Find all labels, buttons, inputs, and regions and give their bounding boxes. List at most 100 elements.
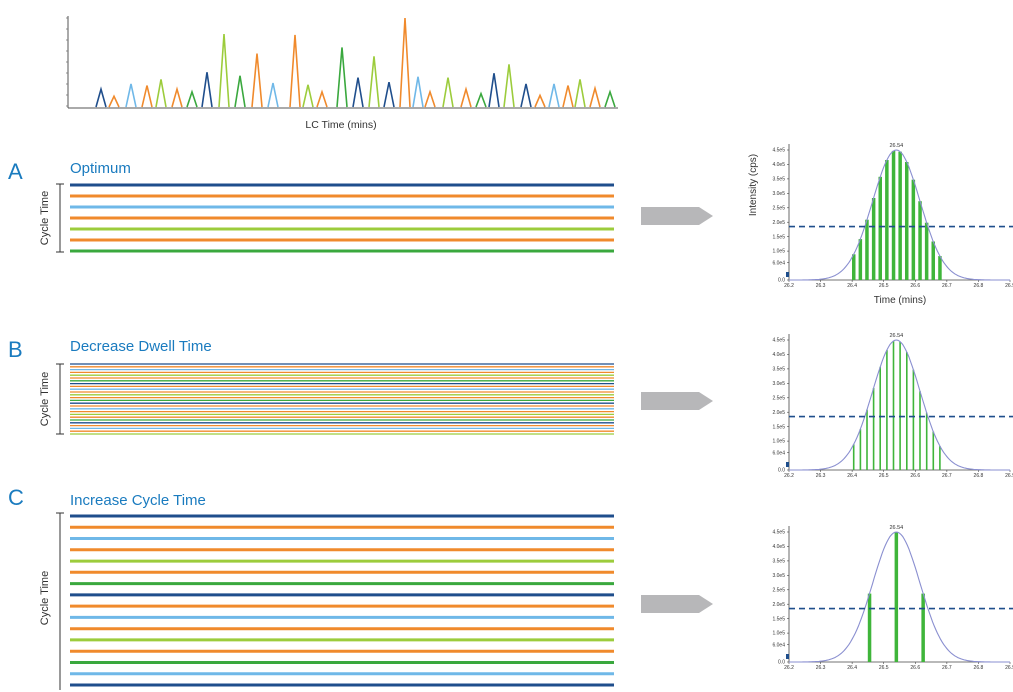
sample-bar: [879, 366, 881, 470]
peak-y-tick-label: 3.5e5: [772, 558, 785, 564]
peak-y-tick-label: 2.5e5: [772, 395, 785, 401]
peak-curve: [789, 149, 1010, 281]
chromatogram-peak: [302, 84, 314, 108]
sample-bar: [886, 350, 888, 470]
peak-y-tick-label: 3.5e5: [772, 366, 785, 372]
sample-bar: [938, 256, 942, 280]
sample-bar: [858, 239, 863, 280]
sample-bar: [866, 409, 868, 470]
peak-y-tick-label: 3.0e5: [772, 381, 785, 387]
chromatogram-peak: [125, 83, 137, 108]
sample-bar: [918, 201, 922, 280]
section-a-title: Optimum: [70, 160, 131, 177]
cycle-time-bracket: [56, 183, 64, 253]
sample-bar: [912, 369, 915, 470]
peak-x-tick-label: 26.8: [974, 283, 984, 289]
peak-y-tick-label: 6.0e4: [772, 642, 785, 648]
peak-x-tick-label: 26.4: [847, 283, 857, 289]
chromatogram-peak: [218, 33, 230, 108]
peak-x-tick-label: 26.9: [1005, 665, 1013, 671]
chromatogram-peak: [171, 86, 183, 108]
peak-x-tick-label: 26.7: [942, 665, 952, 671]
peak-x-tick-label: 26.3: [816, 283, 826, 289]
peak-y-tick-label: 2.5e5: [772, 205, 785, 211]
peak-y-tick-label: 0.0: [778, 278, 785, 284]
sample-bar: [892, 340, 895, 470]
chromatogram-peak: [574, 79, 586, 108]
peak-y-tick-label: 6.0e4: [772, 260, 785, 266]
peak-y-tick-label: 4.0e5: [772, 162, 785, 168]
sample-bar: [885, 160, 889, 280]
peak-y-tick-label: 2.0e5: [772, 410, 785, 416]
peak-x-tick-label: 26.2: [784, 473, 794, 479]
peak-y-tick-label: 4.5e5: [772, 530, 785, 536]
peak-x-tick-label: 26.8: [974, 473, 984, 479]
chromatogram-peak: [442, 77, 454, 108]
chromatogram-peak: [251, 53, 263, 108]
chromatogram-peak: [520, 83, 532, 108]
peak-x-tick-label: 26.4: [847, 473, 857, 479]
section-b-letter: B: [8, 337, 23, 362]
chromatogram-peak: [412, 76, 424, 108]
origin-marker: [786, 654, 789, 659]
peak-y-tick-label: 1.5e5: [772, 616, 785, 622]
peak-y-tick-label: 0.0: [778, 468, 785, 474]
sample-bar: [905, 162, 909, 280]
cycle-time-bracket: [56, 363, 64, 435]
sample-bar: [925, 412, 928, 470]
peak-y-tick-label: 2.0e5: [772, 602, 785, 608]
peak-x-tick-label: 26.7: [942, 283, 952, 289]
chromatogram-peak: [108, 94, 120, 108]
chromatogram-peak: [589, 85, 601, 108]
sample-bar: [899, 341, 901, 470]
chromatogram-peak: [155, 79, 167, 108]
chromatogram-x-label: LC Time (mins): [305, 119, 376, 131]
peak-x-tick-label: 26.5: [879, 283, 889, 289]
sample-bar: [852, 444, 855, 470]
cycle-time-label: Cycle Time: [39, 191, 51, 245]
chromatogram-peak: [234, 75, 246, 108]
apex-label: 26.54: [889, 333, 903, 339]
chromatogram-peak: [548, 83, 560, 108]
section-a-letter: A: [8, 159, 23, 184]
peak-curve: [789, 339, 1010, 471]
peak-y-tick-label: 1.5e5: [772, 424, 785, 430]
peak-y-axis-label: Intensity (cps): [748, 154, 759, 216]
apex-label: 26.54: [889, 143, 903, 149]
chromatogram-peak: [399, 17, 411, 108]
peak-x-tick-label: 26.9: [1005, 473, 1013, 479]
chromatogram-peak: [503, 64, 515, 108]
peak-y-tick-label: 4.5e5: [772, 338, 785, 344]
peak-x-tick-label: 26.4: [847, 665, 857, 671]
lc-chromatogram: LC Time (mins): [66, 16, 618, 131]
peak-x-tick-label: 26.7: [942, 473, 952, 479]
peak-y-tick-label: 0.0: [778, 660, 785, 666]
chromatogram-peak: [475, 91, 487, 108]
sample-bar: [906, 352, 908, 470]
sample-bar: [894, 532, 899, 662]
chromatogram-peak: [95, 86, 107, 108]
peak-x-tick-label: 26.3: [816, 473, 826, 479]
sample-bar: [878, 176, 882, 280]
transition-lines-c: [70, 514, 614, 687]
sample-bar: [865, 219, 869, 280]
peak-y-tick-label: 1.0e5: [772, 439, 785, 445]
peak-y-tick-label: 3.0e5: [772, 573, 785, 579]
peak-y-tick-label: 1.0e5: [772, 249, 785, 255]
peak-x-tick-label: 26.2: [784, 665, 794, 671]
peak-x-tick-label: 26.2: [784, 283, 794, 289]
peak-chart-a: 0.0 6.0e4 1.0e5 1.5e5 2.0e5 2.5e5 3.0e5 3.5e5 4.…: [748, 143, 1013, 306]
sample-bar: [872, 388, 875, 470]
peak-x-tick-label: 26.9: [1005, 283, 1013, 289]
peak-x-tick-label: 26.5: [879, 473, 889, 479]
sample-bar: [921, 593, 925, 662]
chromatogram-peaks: [95, 17, 616, 108]
peak-y-tick-label: 6.0e4: [772, 450, 785, 456]
chromatogram-peak: [534, 93, 546, 108]
peak-x-tick-label: 26.6: [910, 283, 920, 289]
peak-y-tick-label: 2.0e5: [772, 220, 785, 226]
transition-lines-a: [70, 183, 614, 253]
peak-y-tick-label: 4.0e5: [772, 352, 785, 358]
peak-x-axis-label: Time (mins): [874, 295, 926, 306]
